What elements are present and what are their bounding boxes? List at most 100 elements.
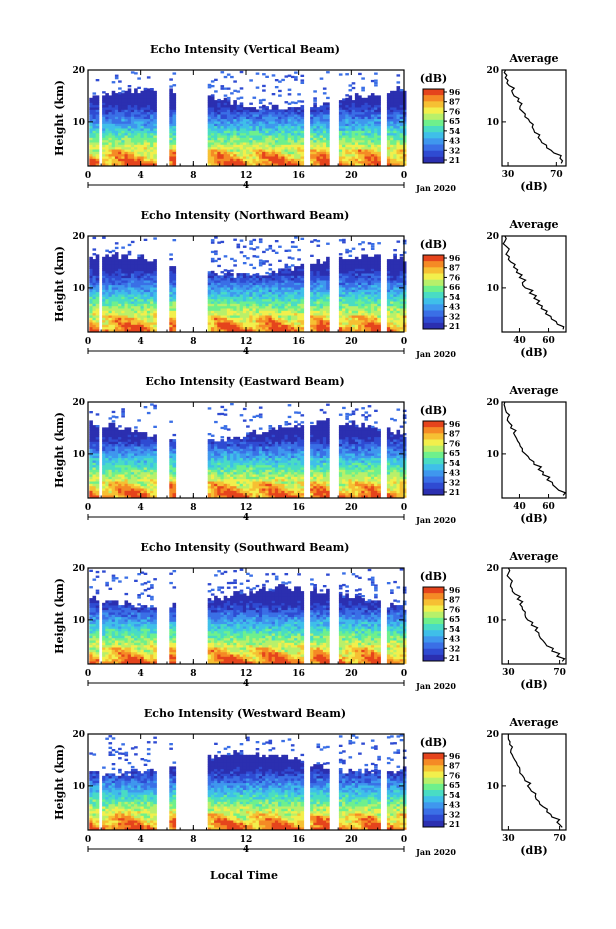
heatmap-cell (89, 448, 93, 452)
heatmap-cell (239, 239, 244, 242)
heatmap-cell (89, 298, 93, 302)
heatmap-cell (169, 315, 173, 318)
heatmap-cell (249, 142, 253, 145)
heatmap-cell (118, 326, 122, 330)
heatmap-cell (242, 160, 247, 164)
heatmap-cell (252, 132, 257, 136)
heatmap-cell (121, 301, 125, 304)
heatmap-cell (255, 116, 260, 120)
heatmap-cell (143, 149, 148, 152)
heatmap-cell (313, 142, 317, 145)
heatmap-cell (290, 315, 295, 318)
heatmap-cell (108, 266, 113, 269)
heatmap-cell (105, 261, 109, 265)
heatmap-cell (134, 275, 138, 279)
heatmap-cell (220, 324, 225, 328)
heatmap-cell (239, 317, 244, 321)
heatmap-cell (233, 109, 237, 113)
panel-1: Echo Intensity (Northward Beam)Height (k… (53, 209, 567, 359)
heatmap-cell (223, 142, 228, 145)
heatmap-cell (207, 128, 212, 131)
heatmap-cell (223, 296, 228, 300)
heatmap-cell (386, 151, 391, 155)
heatmap-cell (262, 111, 266, 115)
heatmap-cell (246, 317, 250, 321)
heatmap-cell (342, 270, 346, 274)
heatmap-cell (354, 156, 359, 159)
heatmap-cell (351, 102, 356, 106)
heatmap-cell (294, 284, 298, 288)
heatmap-cell (143, 97, 148, 101)
heatmap-cell (319, 151, 324, 155)
heatmap-cell (390, 90, 394, 94)
heatmap-cell (326, 329, 330, 332)
heatmap-cell (367, 114, 372, 117)
heatmap-cell (399, 104, 404, 108)
heatmap-cell (92, 121, 97, 124)
heatmap-cell (297, 282, 301, 286)
heatmap-cell (111, 259, 116, 262)
heatmap-cell (230, 273, 234, 276)
heatmap-cell (290, 329, 295, 332)
heatmap-cell (361, 153, 365, 157)
heatmap-cell (95, 142, 100, 145)
heatmap-cell (121, 121, 125, 124)
heatmap-cell (92, 142, 97, 145)
heatmap-cell (210, 317, 215, 321)
heatmap-cell (95, 135, 100, 138)
heatmap-cell (242, 153, 247, 157)
heatmap-cell (319, 137, 324, 141)
heatmap-cell (127, 128, 132, 131)
heatmap-cell (402, 121, 407, 124)
heatmap-cell (108, 270, 113, 274)
heatmap-cell (268, 114, 273, 117)
heatmap-cell (278, 322, 282, 325)
heatmap-cell (210, 151, 215, 155)
heatmap-cell (127, 317, 132, 321)
heatmap-cell (220, 107, 225, 110)
heatmap-cell (310, 280, 314, 283)
heatmap-cell (172, 284, 177, 288)
heatmap-cell (249, 146, 253, 150)
heatmap-cell (137, 308, 141, 311)
heatmap-cell (111, 107, 116, 110)
heatmap-cell (393, 305, 397, 309)
heatmap-cell (143, 310, 148, 314)
heatmap-cell (297, 305, 301, 309)
heatmap-cell (402, 324, 407, 328)
heatmap-cell (284, 289, 289, 293)
heatmap-cell (137, 139, 141, 143)
heatmap-cell (210, 146, 215, 150)
heatmap-cell (210, 95, 215, 99)
heatmap-cell (322, 280, 327, 283)
heatmap-cell (310, 305, 314, 309)
heatmap-cell (271, 144, 276, 148)
heatmap-cell (95, 270, 100, 274)
heatmap-cell (207, 280, 212, 283)
heatmap-cell (233, 123, 237, 127)
heatmap-cell (278, 132, 282, 136)
heatmap-cell (284, 111, 289, 115)
heatmap-cell (153, 118, 157, 122)
heatmap-cell (210, 94, 215, 97)
heatmap-cell (249, 144, 253, 148)
heatmap-cell (402, 151, 407, 155)
heatmap-cell (345, 102, 349, 106)
heatmap-cell (134, 118, 138, 122)
heatmap-cell (255, 121, 260, 124)
heatmap-cell (390, 142, 394, 145)
heatmap-cell (252, 280, 257, 283)
heatmap-cell (262, 275, 266, 279)
heatmap-cell (316, 268, 321, 272)
heatmap-cell (140, 139, 145, 143)
heatmap-cell (217, 144, 221, 148)
heatmap-cell (146, 319, 151, 323)
heatmap-cell (390, 121, 394, 124)
heatmap-cell (354, 116, 359, 120)
heatmap-cell (374, 125, 378, 129)
heatmap-cell (278, 268, 282, 272)
heatmap-cell (89, 163, 93, 166)
heatmap-cell (207, 86, 212, 89)
heatmap-cell (130, 289, 135, 293)
heatmap-cell (402, 301, 407, 304)
